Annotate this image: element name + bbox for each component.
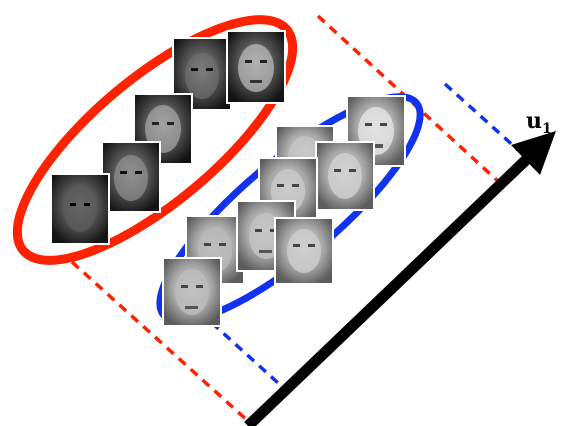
face-image bbox=[274, 217, 334, 285]
face-image bbox=[50, 173, 110, 245]
principal-axis-arrowhead bbox=[511, 131, 556, 175]
axis-label-subscript: 1 bbox=[542, 121, 552, 137]
class-a-faces bbox=[50, 30, 286, 245]
face-image bbox=[315, 141, 375, 211]
class-b-projection-line-upper bbox=[443, 82, 529, 160]
face-image bbox=[226, 30, 286, 104]
principal-axis-arrow bbox=[244, 154, 532, 426]
axis-label: u1 bbox=[526, 108, 552, 137]
axis-label-main: u bbox=[526, 108, 542, 134]
face-image bbox=[101, 141, 161, 213]
class-b-faces bbox=[162, 95, 406, 327]
face-image bbox=[162, 257, 222, 327]
class-a-ellipse bbox=[12, 15, 298, 265]
class-a-projection-line-lower bbox=[70, 260, 250, 423]
